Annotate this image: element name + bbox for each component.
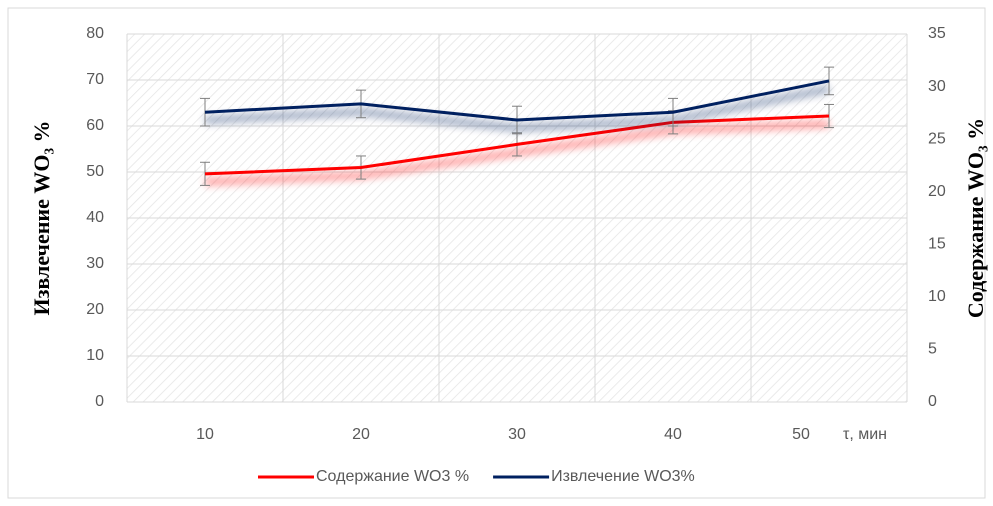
y2-tick-label: 5 <box>928 341 937 358</box>
legend-label: Извлечение WO3% <box>551 468 695 485</box>
y2-tick-label: 15 <box>928 236 946 253</box>
y2-axis-title: Содержание WO₃ % <box>963 118 988 318</box>
x-tick-label: 30 <box>508 426 526 443</box>
x-tick-label: 20 <box>352 426 370 443</box>
y-tick-label: 40 <box>86 209 104 226</box>
series-line <box>204 79 830 122</box>
y-tick-label: 0 <box>95 393 104 410</box>
x-axis-title: τ, мин <box>843 426 887 443</box>
y-tick-label: 20 <box>86 301 104 318</box>
y2-tick-label: 35 <box>928 25 946 42</box>
y-tick-label: 30 <box>86 255 104 272</box>
y-tick-label: 50 <box>86 163 104 180</box>
y-axis-title: Извлечение WO₃ % <box>29 120 54 315</box>
y-tick-label: 60 <box>86 117 104 134</box>
x-tick-label: 50 <box>792 426 810 443</box>
y2-tick-label: 30 <box>928 78 946 95</box>
series-line <box>204 114 830 176</box>
y-tick-label: 70 <box>86 71 104 88</box>
y-tick-label: 80 <box>86 25 104 42</box>
x-tick-label: 40 <box>664 426 682 443</box>
y2-tick-label: 20 <box>928 183 946 200</box>
y2-tick-label: 10 <box>928 288 946 305</box>
y2-tick-label: 0 <box>928 393 937 410</box>
legend-label: Содержание WO3 % <box>316 468 469 485</box>
x-tick-label: 10 <box>196 426 214 443</box>
y2-tick-label: 25 <box>928 130 946 147</box>
y-tick-label: 10 <box>86 347 104 364</box>
